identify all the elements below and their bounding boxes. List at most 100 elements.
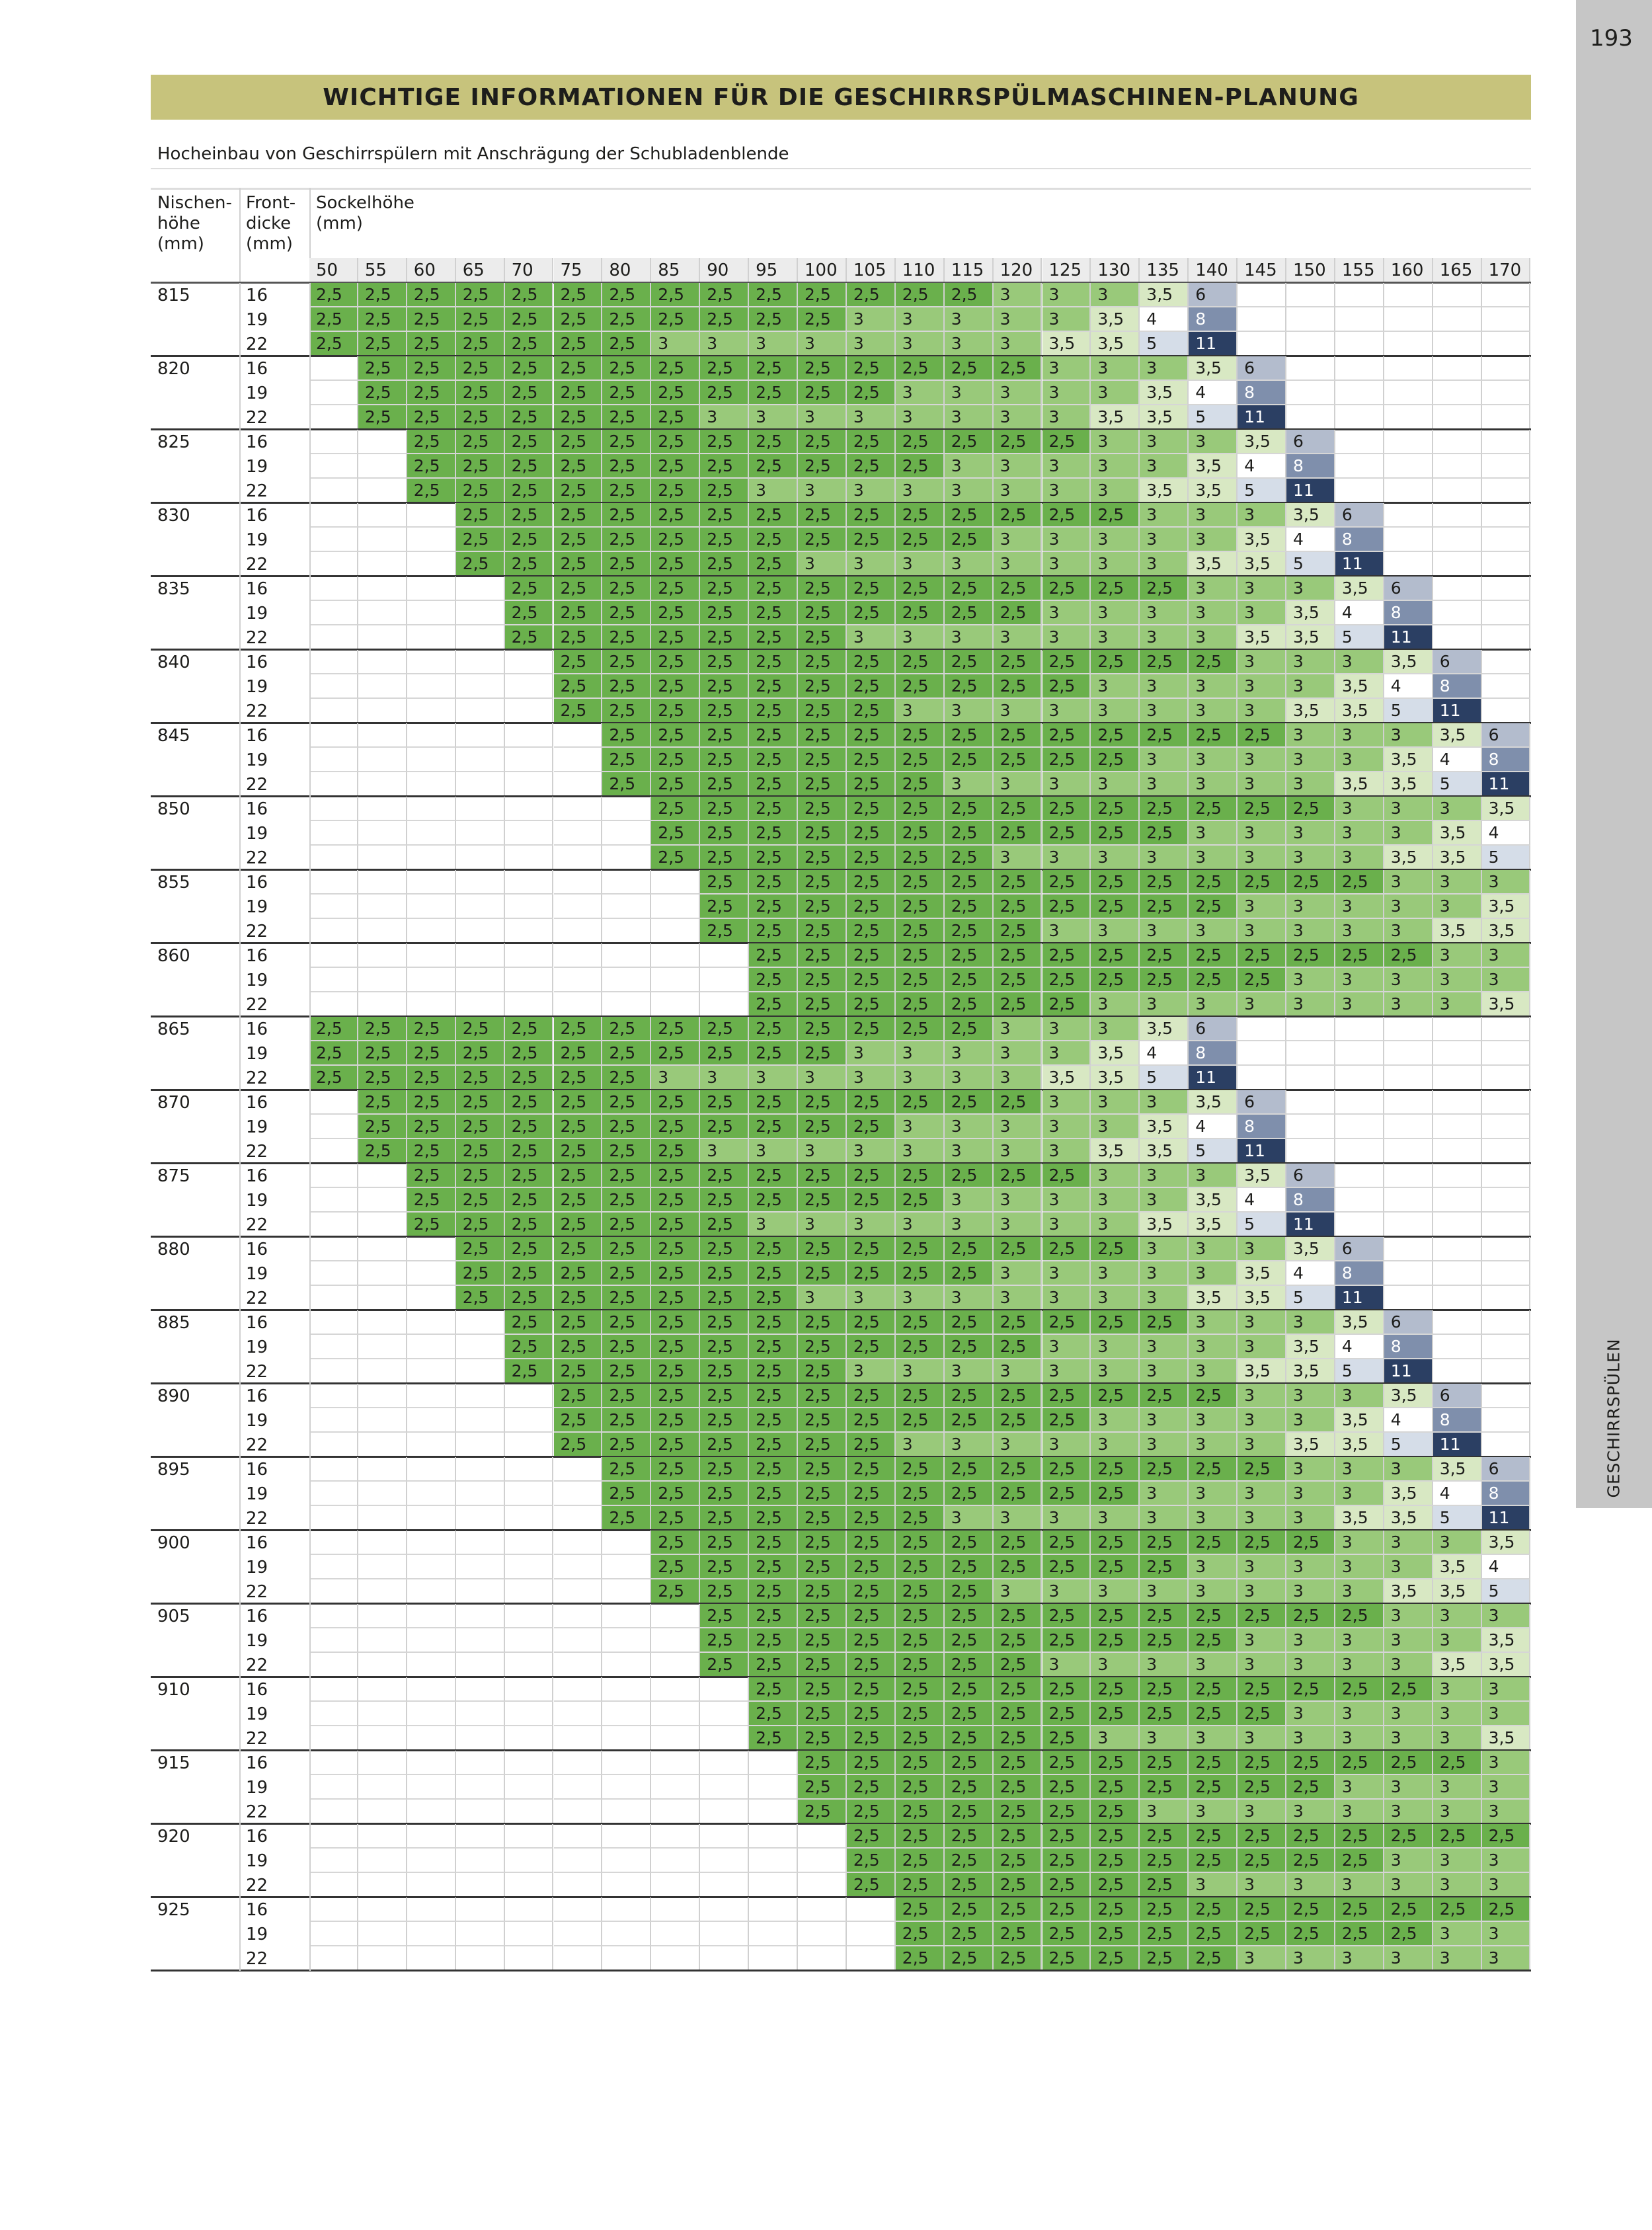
value-cell: 2,5: [651, 1433, 701, 1457]
value-cell: 2,5: [504, 381, 554, 405]
front-thickness-label: 16: [246, 1312, 268, 1333]
value-cell: 2,5: [944, 1628, 994, 1653]
value-cell: 2,5: [1286, 797, 1335, 821]
table-cell: [407, 1506, 456, 1531]
table-cell: [1335, 1041, 1384, 1066]
value-cell: 2,5: [749, 1188, 798, 1213]
value-cell: 3: [993, 1115, 1042, 1139]
table-cell: [1384, 1115, 1433, 1139]
value-cell: 2,5: [1042, 1702, 1091, 1726]
table-cell: [504, 699, 554, 723]
table-cell: [504, 723, 554, 748]
value-cell: 2,5: [700, 723, 750, 748]
value-cell: 2,5: [455, 1188, 505, 1213]
value-cell: 3: [1433, 1849, 1482, 1873]
value-cell: 2,5: [749, 1677, 798, 1702]
value-cell: 2,5: [749, 1628, 798, 1653]
value-cell: 2,5: [455, 528, 505, 552]
value-cell: 3: [1384, 723, 1433, 748]
value-cell: 2,5: [651, 797, 701, 821]
value-cell: 2,5: [993, 601, 1042, 625]
value-cell: 2,5: [407, 454, 456, 479]
value-cell: 2,5: [993, 1457, 1042, 1482]
value-cell: 2,5: [993, 1897, 1042, 1922]
table-cell: [455, 699, 505, 723]
value-cell: 2,5: [700, 1188, 750, 1213]
value-cell: 2,5: [846, 1115, 896, 1139]
value-cell: 11: [1433, 1433, 1482, 1457]
value-cell: 2,5: [553, 1286, 603, 1310]
table-cell: [407, 528, 456, 552]
value-cell: 3: [993, 1066, 1042, 1090]
front-thickness-label: 19: [246, 309, 268, 330]
value-cell: 5: [1238, 479, 1286, 503]
value-cell: 2,5: [846, 943, 896, 968]
value-cell: 2,5: [602, 748, 652, 772]
niche-height-label: 840: [157, 652, 190, 672]
value-cell: 3,5: [1433, 919, 1482, 943]
value-cell: 3,5: [1140, 1139, 1189, 1164]
front-thickness-label: 19: [246, 1263, 268, 1284]
value-cell: 2,5: [993, 870, 1042, 895]
value-cell: 3: [846, 332, 896, 356]
value-cell: 2,5: [993, 1800, 1042, 1824]
value-cell: 2,5: [944, 1873, 994, 1897]
value-cell: 2,5: [700, 797, 750, 821]
value-cell: 3: [1481, 1800, 1531, 1824]
value-cell: 2,5: [651, 846, 701, 870]
table-cell: [798, 1922, 847, 1946]
value-cell: 3,5: [1335, 1433, 1384, 1457]
value-cell: 3: [1384, 919, 1433, 943]
value-cell: 2,5: [1433, 1897, 1482, 1922]
table-cell: [1286, 1090, 1335, 1115]
value-cell: 2,5: [1335, 1824, 1384, 1849]
table-cell: [309, 1579, 358, 1604]
value-cell: 2,5: [1140, 723, 1189, 748]
value-cell: 2,5: [1189, 1824, 1238, 1849]
value-cell: 2,5: [700, 1335, 750, 1359]
value-cell: 2,5: [846, 699, 896, 723]
value-cell: 2,5: [309, 1041, 358, 1066]
value-cell: 2,5: [944, 1017, 994, 1041]
value-cell: 3,5: [1335, 1310, 1384, 1335]
table-cell: [1238, 1017, 1286, 1041]
value-cell: 2,5: [1189, 650, 1238, 674]
value-cell: 2,5: [895, 723, 945, 748]
value-cell: 2,5: [846, 1628, 896, 1653]
value-cell: 3: [846, 479, 896, 503]
value-cell: 2,5: [993, 1922, 1042, 1946]
value-cell: 3: [1091, 1579, 1140, 1604]
table-cell: [651, 1702, 701, 1726]
table-cell: [407, 1286, 456, 1310]
front-thickness-label: 19: [246, 603, 268, 623]
value-cell: 3: [1238, 772, 1286, 797]
table-cell: [407, 943, 456, 968]
value-cell: 3: [1042, 1188, 1091, 1213]
value-cell: 2,5: [1238, 1897, 1286, 1922]
value-cell: 3: [1042, 772, 1091, 797]
front-thickness-label: 19: [246, 823, 268, 844]
table-cell: [553, 1702, 603, 1726]
plinth-height-header: 120: [993, 258, 1042, 283]
table-cell: [358, 1873, 407, 1897]
value-cell: 2,5: [846, 821, 896, 846]
value-cell: 3: [1238, 1408, 1286, 1433]
value-cell: 2,5: [846, 1800, 896, 1824]
value-cell: 2,5: [798, 968, 847, 992]
table-cell: [602, 1555, 652, 1579]
value-cell: 3: [1091, 699, 1140, 723]
value-cell: 2,5: [1238, 1751, 1286, 1775]
value-cell: 3: [1433, 1800, 1482, 1824]
value-cell: 2,5: [553, 625, 603, 650]
table-cell: [1384, 430, 1433, 454]
table-cell: [1433, 1213, 1482, 1237]
table-cell: [504, 748, 554, 772]
value-cell: 8: [1433, 674, 1482, 699]
table-cell: [553, 1751, 603, 1775]
table-cell: [358, 1702, 407, 1726]
table-cell: [309, 699, 358, 723]
value-cell: 2,5: [944, 1457, 994, 1482]
value-cell: 2,5: [749, 1286, 798, 1310]
value-cell: 2,5: [798, 1384, 847, 1408]
value-cell: 3: [1335, 821, 1384, 846]
